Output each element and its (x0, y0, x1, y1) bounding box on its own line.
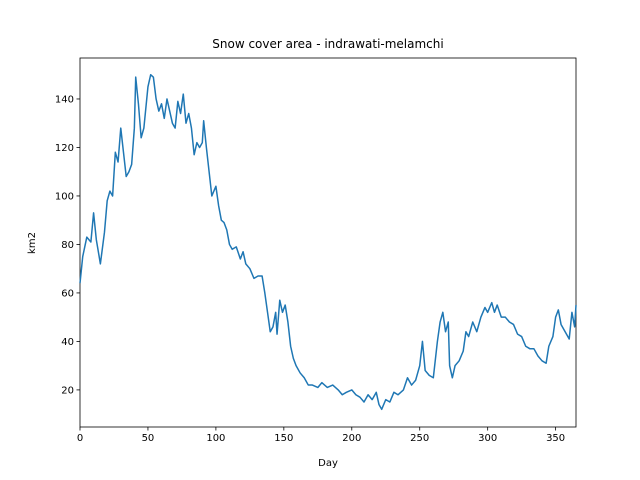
x-tick-label: 50 (142, 433, 155, 444)
y-tick-label: 80 (61, 240, 74, 251)
y-tick-label: 40 (61, 337, 74, 348)
x-tick-label: 0 (77, 433, 83, 444)
x-tick-label: 350 (546, 433, 565, 444)
x-tick-label: 100 (206, 433, 225, 444)
x-tick-label: 300 (478, 433, 497, 444)
x-tick-label: 250 (410, 433, 429, 444)
x-tick-label: 150 (274, 433, 293, 444)
y-tick-label: 20 (61, 385, 74, 396)
y-tick-label: 120 (55, 143, 74, 154)
plot-frame (79, 57, 577, 428)
data-line (79, 73, 577, 411)
chart-title: Snow cover area - indrawati-melamchi (212, 37, 443, 51)
y-tick-label: 100 (55, 191, 74, 202)
x-tick-label: 200 (342, 433, 361, 444)
y-tick-label: 60 (61, 288, 74, 299)
y-tick-label: 140 (55, 94, 74, 105)
y-axis-label: km2 (27, 232, 38, 254)
x-axis-label: Day (318, 458, 338, 469)
